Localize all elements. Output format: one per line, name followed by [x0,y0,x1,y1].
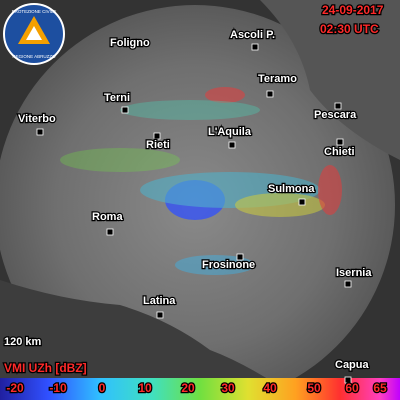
legend-tick: 0 [99,381,106,395]
city-marker [156,311,164,319]
legend-tick: 10 [138,381,152,395]
city-label: Terni [104,92,130,104]
city-label: L'Aquila [208,126,252,138]
city-label: Roma [92,211,123,223]
city-marker [298,198,306,206]
city-marker [344,280,352,288]
logo-bottom: REGIONE ABRUZZO [12,54,56,59]
legend-tick: 20 [181,381,195,395]
city-marker [153,132,161,140]
legend-title: VMI UZh [dBZ] [4,361,87,375]
city-label: Chieti [324,146,355,158]
city-marker [228,141,236,149]
city-marker [336,138,344,146]
city-label: Ascoli P. [230,29,275,41]
range-label: 120 km [4,336,42,348]
city-label: Foligno [110,37,150,49]
city-label: Frosinone [202,259,255,271]
city-marker [121,106,129,114]
time: 02:30 UTC [320,22,379,36]
city-marker [36,128,44,136]
city-label: Viterbo [18,113,56,125]
city-marker [266,90,274,98]
city-label: Latina [143,295,176,307]
legend-tick: 65 [373,381,387,395]
city-marker [106,228,114,236]
legend-tick: 30 [221,381,235,395]
legend-tick: 60 [345,381,359,395]
city-label: Sulmona [268,183,315,195]
legend-tick: -20 [6,381,24,395]
adriatic [260,0,400,160]
logo-top: PROTEZIONE CIVILE [12,9,57,14]
city-marker [334,102,342,110]
city-marker [141,39,149,47]
city-marker [251,43,259,51]
legend-tick: 40 [263,381,277,395]
logo: PROTEZIONE CIVILE REGIONE ABRUZZO [3,3,65,65]
legend-tick: -10 [49,381,67,395]
city-label: Teramo [258,73,297,85]
date: 24-09-2017 [322,3,384,17]
city-marker [344,376,352,384]
sea [0,280,300,400]
legend-tick: 50 [307,381,321,395]
city-label: Rieti [146,139,170,151]
city-label: Pescara [314,109,357,121]
city-marker [236,253,244,261]
color-bar [0,378,400,400]
city-label: Isernia [336,267,372,279]
echoes [60,87,342,275]
city-label: Capua [335,359,370,371]
